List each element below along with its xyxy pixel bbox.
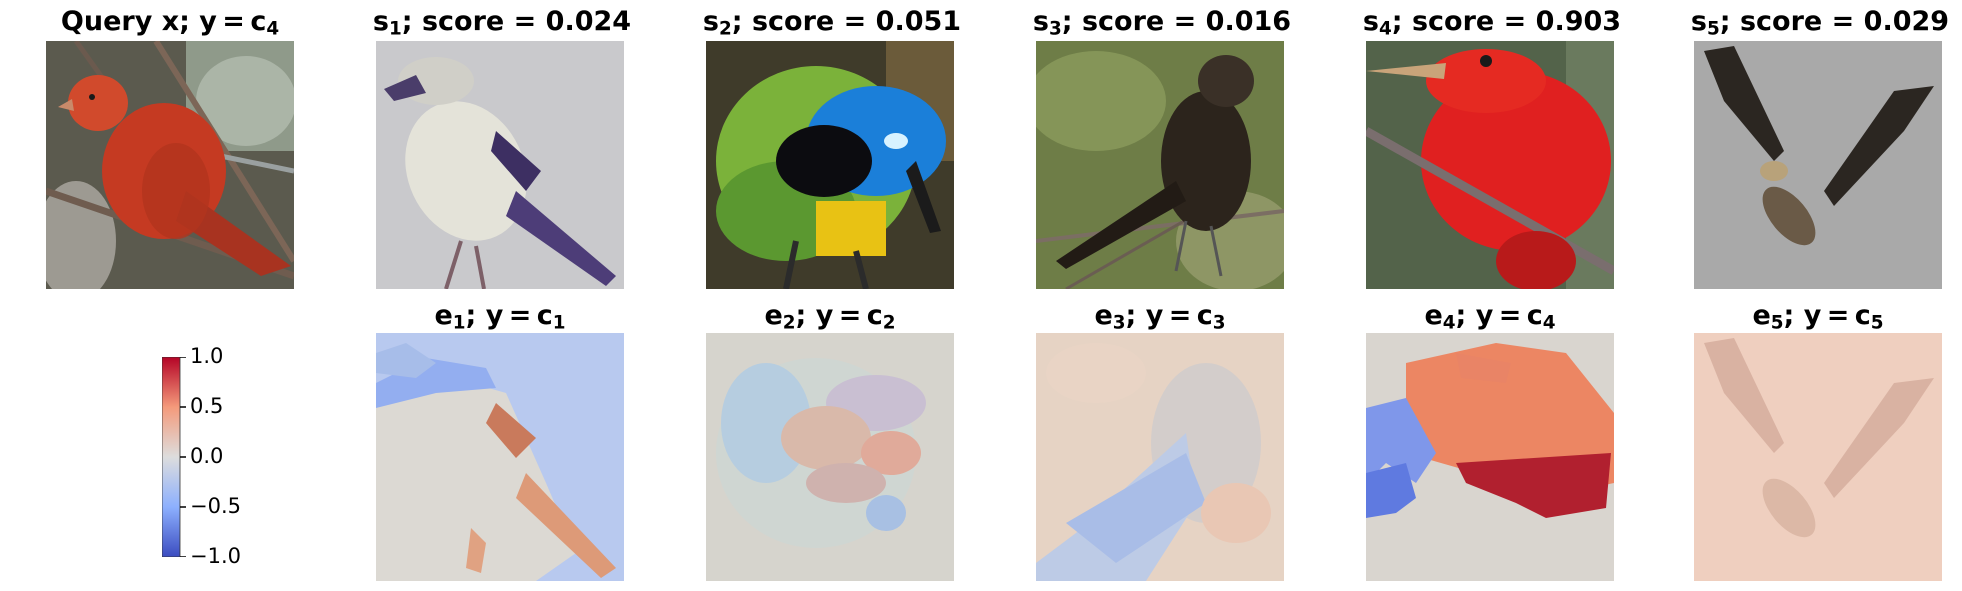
sample-title-3-suffix: ; score = 0.016 (1061, 6, 1292, 37)
sample-title-2-prefix: s (702, 6, 719, 37)
explanation-title-5: e5; y = c5 (1694, 300, 1942, 332)
explanation-title-1-mid: ; y = c (465, 300, 553, 331)
explanation-title-1-prefix: e (434, 300, 453, 331)
query-image (46, 41, 294, 289)
explanation-title-1-sub: 1 (452, 312, 466, 334)
sample-title-3: s3; score = 0.016 (1022, 6, 1302, 38)
sample-title-1-suffix: ; score = 0.024 (401, 6, 632, 37)
sample-title-5: s5; score = 0.029 (1680, 6, 1960, 38)
explanation-title-2-prefix: e (764, 300, 783, 331)
colorbar-tick-1: 1.0 (190, 344, 224, 368)
colorbar-tick-neg-1: −1.0 (190, 544, 241, 568)
colorbar-tick-0: 0.0 (190, 444, 224, 468)
colorbar-gradient (162, 357, 186, 557)
sample-title-3-prefix: s (1032, 6, 1049, 37)
explanation-title-1-sub2: 1 (552, 312, 566, 334)
explanation-title-3-sub2: 3 (1212, 312, 1226, 334)
explanation-title-3: e3; y = c3 (1036, 300, 1284, 332)
sample-image-1 (376, 41, 624, 289)
explanation-title-3-mid: ; y = c (1125, 300, 1213, 331)
sample-image-3 (1036, 41, 1284, 289)
colorbar: 1.0 0.5 0.0 −0.5 −1.0 (120, 346, 270, 572)
query-title: Query x; y = c4 (46, 6, 294, 38)
sample-title-1: s1; score = 0.024 (362, 6, 642, 38)
sample-title-3-sub: 3 (1049, 18, 1062, 40)
explanation-title-2-sub2: 2 (882, 312, 896, 334)
sample-title-1-sub: 1 (389, 18, 402, 40)
explanation-title-4-mid: ; y = c (1455, 300, 1543, 331)
explanation-title-5-mid: ; y = c (1783, 300, 1871, 331)
explanation-heatmap-4 (1366, 333, 1614, 581)
query-title-text: Query x; y = c (60, 6, 267, 37)
explanation-title-5-prefix: e (1752, 300, 1771, 331)
sample-title-4: s4; score = 0.903 (1352, 6, 1632, 38)
sample-image-5 (1694, 41, 1942, 289)
explanation-title-4-prefix: e (1424, 300, 1443, 331)
explanation-title-3-prefix: e (1094, 300, 1113, 331)
explanation-title-1: e1; y = c1 (376, 300, 624, 332)
sample-title-2-sub: 2 (719, 18, 732, 40)
explanation-title-2: e2; y = c2 (706, 300, 954, 332)
explanation-title-4-sub: 4 (1442, 312, 1456, 334)
sample-image-4 (1366, 41, 1614, 289)
explanation-heatmap-1 (376, 333, 624, 581)
sample-title-4-suffix: ; score = 0.903 (1391, 6, 1622, 37)
sample-title-5-prefix: s (1690, 6, 1707, 37)
sample-image-2 (706, 41, 954, 289)
explanation-title-4-sub2: 4 (1542, 312, 1556, 334)
sample-title-2: s2; score = 0.051 (692, 6, 972, 38)
explanation-title-4: e4; y = c4 (1366, 300, 1614, 332)
query-title-sub: 4 (266, 18, 280, 40)
explanation-title-5-sub: 5 (1770, 312, 1784, 334)
colorbar-tick-0.5: 0.5 (190, 394, 224, 418)
explanation-heatmap-3 (1036, 333, 1284, 581)
sample-title-5-suffix: ; score = 0.029 (1719, 6, 1950, 37)
sample-title-2-suffix: ; score = 0.051 (731, 6, 962, 37)
explanation-heatmap-2 (706, 333, 954, 581)
colorbar-tick-neg-0.5: −0.5 (190, 494, 241, 518)
explanation-heatmap-5 (1694, 333, 1942, 581)
sample-title-4-prefix: s (1362, 6, 1379, 37)
explanation-title-2-mid: ; y = c (795, 300, 883, 331)
explanation-title-3-sub: 3 (1112, 312, 1126, 334)
sample-title-4-sub: 4 (1379, 18, 1392, 40)
explanation-title-2-sub: 2 (782, 312, 796, 334)
explanation-title-5-sub2: 5 (1870, 312, 1884, 334)
sample-title-1-prefix: s (372, 6, 389, 37)
sample-title-5-sub: 5 (1707, 18, 1720, 40)
